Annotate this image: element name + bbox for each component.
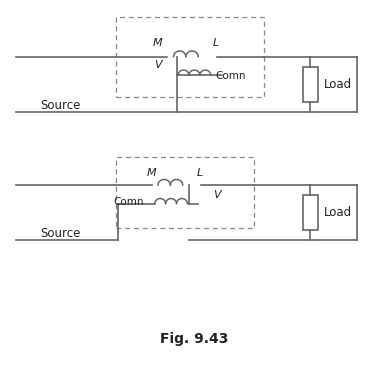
Text: Load: Load <box>324 206 352 219</box>
Text: V: V <box>213 190 221 200</box>
Text: Source: Source <box>40 99 80 112</box>
Bar <box>116 17 264 97</box>
Text: Fig. 9.43: Fig. 9.43 <box>160 333 228 346</box>
Text: L: L <box>197 168 203 178</box>
Text: Source: Source <box>40 227 80 240</box>
Text: Comn: Comn <box>114 197 144 207</box>
Bar <box>116 157 254 228</box>
Text: M: M <box>147 168 156 178</box>
Text: Load: Load <box>324 78 352 91</box>
Bar <box>303 195 318 230</box>
Text: V: V <box>154 61 162 70</box>
Text: Comn: Comn <box>216 71 246 81</box>
Text: M: M <box>152 39 162 48</box>
Bar <box>303 67 318 102</box>
Text: L: L <box>212 39 218 48</box>
